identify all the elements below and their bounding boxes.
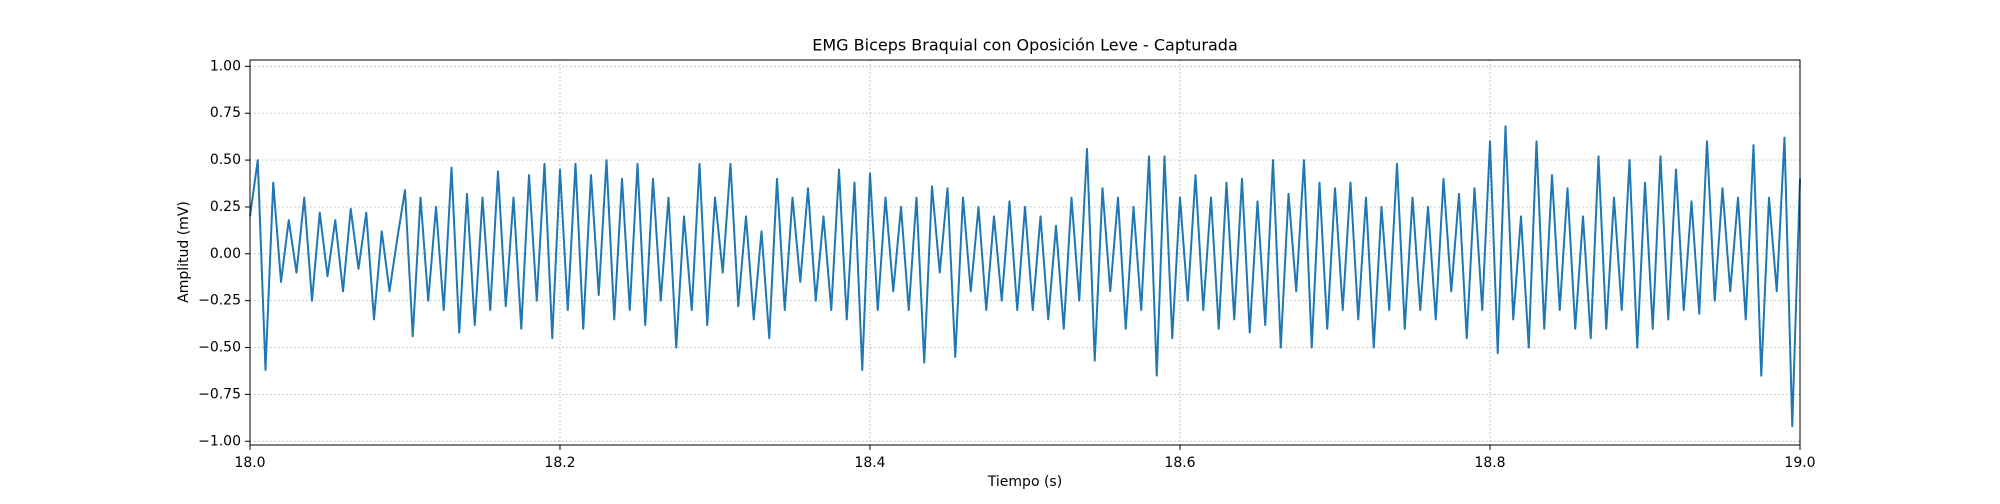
x-tick-label: 18.0 (234, 455, 265, 471)
y-tick-label: 1.00 (210, 58, 241, 74)
y-tick-label: −0.25 (198, 293, 241, 309)
x-axis-label: Tiempo (s) (987, 474, 1062, 490)
x-tick-label: 18.4 (854, 455, 885, 471)
chart-title: EMG Biceps Braquial con Oposición Leve -… (812, 36, 1238, 55)
plot-frame (249, 59, 1801, 446)
y-tick-label: −0.75 (198, 386, 241, 402)
x-tick-label: 18.8 (1474, 455, 1505, 471)
x-tick-label: 19.0 (1784, 455, 1815, 471)
x-tick-label: 18.6 (1164, 455, 1195, 471)
x-tick-label: 18.2 (544, 455, 575, 471)
y-tick-label: −0.50 (198, 340, 241, 356)
y-tick-label: 0.25 (210, 199, 241, 215)
y-tick-label: 0.75 (210, 105, 241, 121)
y-tick-label: 0.00 (210, 246, 241, 262)
y-axis-label: Amplitud (mV) (176, 201, 192, 303)
y-tick-label: −1.00 (198, 433, 241, 449)
y-tick-label: 0.50 (210, 152, 241, 168)
data-line (249, 125, 1801, 428)
